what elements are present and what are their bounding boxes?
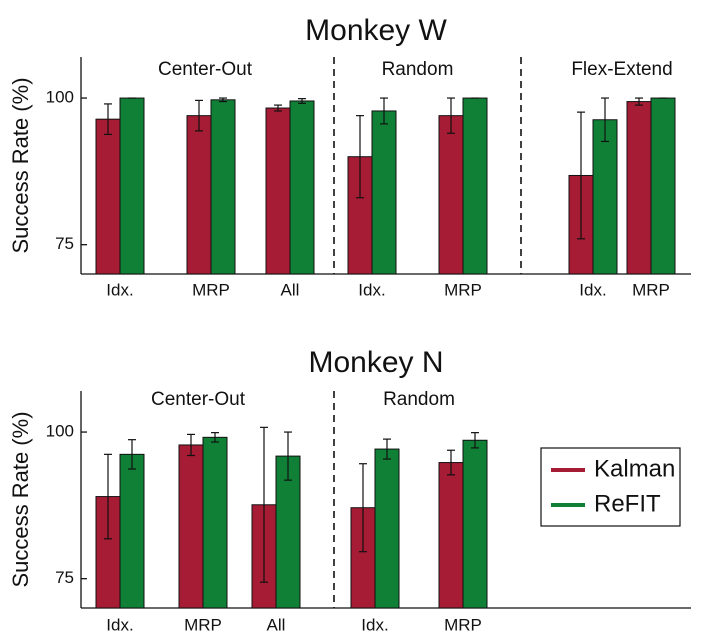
y-tick-label: 75 (55, 568, 74, 587)
group-label: Flex-Extend (571, 59, 672, 80)
y-tick-label: 100 (46, 422, 74, 441)
bar-kalman (438, 462, 464, 609)
bar-refit (650, 97, 676, 275)
category-label: All (281, 280, 300, 299)
category-label: Idx. (358, 280, 385, 299)
bar-kalman (626, 101, 652, 275)
bar-refit (289, 100, 315, 275)
chart-panel-0: Monkey W Success Rate (%) 75 100 Center-Out I… (8, 14, 691, 299)
bar-refit (119, 97, 145, 275)
category-label: All (267, 615, 286, 634)
category-label: MRP (444, 615, 482, 634)
bar-kalman (178, 444, 204, 609)
bar-refit (592, 119, 618, 275)
group-label: Random (383, 389, 455, 410)
category-label: Idx. (106, 615, 133, 634)
bar-refit (371, 110, 397, 275)
bar-refit (275, 455, 301, 609)
chart-panel-1: Monkey N Success Rate (%) 75 100 Center-Out I… (8, 346, 691, 634)
category-label: MRP (632, 280, 670, 299)
bar-refit (119, 453, 145, 609)
bar-refit (210, 99, 236, 275)
y-axis-label: Success Rate (%) (8, 411, 33, 587)
category-label: Idx. (106, 280, 133, 299)
bar-kalman (438, 115, 464, 275)
y-axis-label: Success Rate (%) (8, 77, 33, 253)
legend-label-kalman: Kalman (594, 455, 675, 482)
bar-refit (462, 97, 488, 275)
y-tick-label: 75 (55, 234, 74, 253)
category-label: MRP (184, 615, 222, 634)
y-tick-label: 100 (46, 88, 74, 107)
category-label: MRP (444, 280, 482, 299)
group-label: Center-Out (151, 389, 246, 410)
group-label: Random (382, 59, 454, 80)
legend-label-refit: ReFIT (594, 490, 661, 517)
category-label: MRP (192, 280, 230, 299)
bar-refit (202, 436, 228, 609)
legend-box (540, 447, 681, 527)
bar-refit (374, 448, 400, 609)
category-label: Idx. (361, 615, 388, 634)
bar-refit (462, 439, 488, 609)
panel-title: Monkey W (305, 14, 447, 47)
bar-kalman (186, 115, 212, 275)
group-label: Center-Out (158, 59, 253, 80)
legend: Kalman ReFIT (540, 447, 681, 527)
bar-kalman (265, 107, 291, 275)
panel-title: Monkey N (308, 346, 443, 379)
category-label: Idx. (579, 280, 606, 299)
bar-kalman (95, 118, 121, 275)
